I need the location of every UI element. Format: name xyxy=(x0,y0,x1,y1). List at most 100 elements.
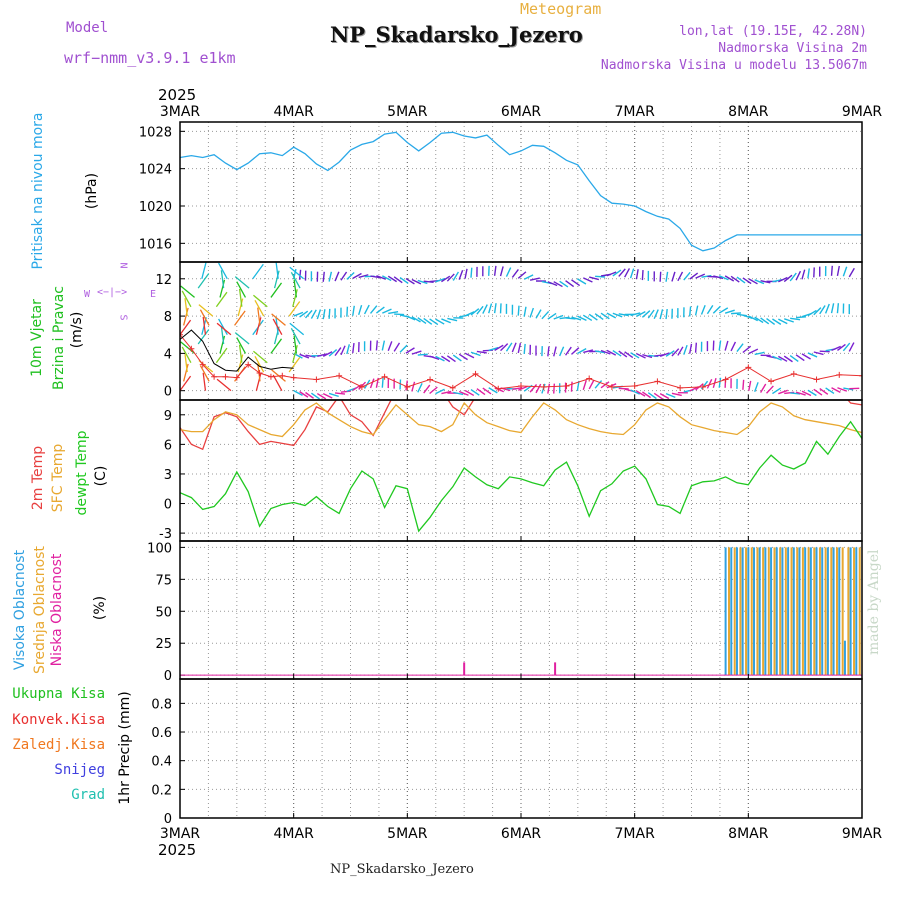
wind-arrow xyxy=(218,318,228,336)
wind-arrow xyxy=(363,304,370,315)
wind-arrow xyxy=(570,347,580,355)
wind-speed-marker xyxy=(233,374,240,381)
wind-arrow xyxy=(843,387,854,391)
date-label-top: 4MAR xyxy=(274,104,315,120)
temp-line-2 xyxy=(180,420,862,533)
wind-arrow xyxy=(252,263,264,280)
wind-arrow xyxy=(405,315,416,321)
wind-arrow xyxy=(417,382,423,393)
y-tick-label: 0.4 xyxy=(151,755,172,770)
wind-speed-marker xyxy=(404,383,411,390)
wind-arrow xyxy=(180,341,195,354)
wind-arrow xyxy=(677,346,684,356)
y-tick-label: 9 xyxy=(164,409,172,424)
wind-arrow xyxy=(270,282,283,298)
legend-freezing-rain: Zaledj.Kisa xyxy=(12,737,105,753)
wind-arrow xyxy=(328,392,339,398)
y-tick-label: -3 xyxy=(159,527,172,542)
wind-arrow xyxy=(766,385,774,394)
wind-arrow xyxy=(488,346,499,352)
wind-arrow xyxy=(635,269,639,280)
wind-arrow xyxy=(253,294,268,308)
wind-arrow xyxy=(713,275,724,280)
wind-arrow xyxy=(271,313,286,326)
wind-arrow xyxy=(564,346,572,356)
wind-arrow xyxy=(199,309,210,326)
wind-arrow xyxy=(606,312,617,319)
wind-arrow xyxy=(305,391,315,399)
wind-arrow xyxy=(807,309,817,317)
wind-arrow xyxy=(612,312,623,318)
wind-arrow xyxy=(322,309,326,320)
wind-arrow xyxy=(523,343,526,354)
wind-speed-marker xyxy=(336,372,343,379)
wind-arrow xyxy=(754,351,765,356)
wind-arrow xyxy=(701,274,712,278)
y-tick-label: 0.6 xyxy=(151,726,172,741)
wind-arrow xyxy=(375,306,385,314)
wind-arrow xyxy=(612,269,622,277)
wind-arrow xyxy=(659,352,670,357)
wind-arrow xyxy=(630,389,641,395)
wind-speed-marker xyxy=(768,378,775,385)
wind-arrow xyxy=(694,342,698,353)
wind-arrow xyxy=(476,305,484,315)
wind-speed-marker xyxy=(813,376,820,383)
wind-arrow xyxy=(730,341,737,352)
wind-arrow xyxy=(458,353,468,361)
wind-arrow xyxy=(322,351,333,357)
wind-arrow xyxy=(441,355,451,363)
wind-arrow xyxy=(476,388,486,396)
wind-speed-marker xyxy=(256,369,263,376)
wind-arrow xyxy=(317,353,328,357)
wind-arrow xyxy=(334,392,346,395)
wind-speed-marker xyxy=(267,373,274,380)
wind-arrow xyxy=(671,271,676,282)
wind-arrow xyxy=(446,355,456,363)
wind-arrow xyxy=(183,307,189,326)
wind-arrow xyxy=(435,277,446,283)
wind-arrow xyxy=(736,276,746,284)
wind-arrow xyxy=(529,307,535,318)
wind-arrow xyxy=(470,308,480,316)
wind-arrow xyxy=(288,301,301,317)
wind-arrow xyxy=(488,303,493,314)
wind-arrow xyxy=(369,378,375,389)
wind-arrow xyxy=(293,390,303,396)
wind-arrow xyxy=(642,353,653,359)
wind-arrow xyxy=(358,304,363,315)
compass-arrows-icon: <−|−> xyxy=(97,287,128,298)
wind-arrow xyxy=(293,335,298,354)
wind-arrow xyxy=(452,354,462,362)
wind-arrow xyxy=(653,309,659,320)
wind-arrow xyxy=(594,350,606,354)
wind-arrow xyxy=(790,317,801,321)
wind-arrow xyxy=(565,280,575,288)
wind-arrow xyxy=(836,265,840,276)
wind-arrow xyxy=(618,387,629,390)
wind-arrow xyxy=(624,268,631,278)
wind-arrow xyxy=(237,354,244,373)
wind-arrow xyxy=(255,373,262,391)
wind-arrow xyxy=(482,387,492,395)
wind-arrow xyxy=(813,388,823,396)
date-label-top: 6MAR xyxy=(501,104,542,120)
wind-arrow xyxy=(813,307,822,316)
wind-arrow xyxy=(790,392,801,395)
wind-arrow xyxy=(842,266,848,277)
wind-speed-marker xyxy=(211,373,218,380)
wind-arrow xyxy=(220,326,225,345)
wind-arrow xyxy=(435,318,445,325)
wind-arrow xyxy=(801,390,812,397)
wind-arrow xyxy=(659,309,664,320)
wind-arrow xyxy=(523,274,534,280)
wind-speed-marker xyxy=(540,383,547,390)
wind-arrow xyxy=(299,310,309,318)
legend-snow: Snijeg xyxy=(54,762,105,778)
wind-arrow xyxy=(553,281,563,288)
wind-arrow xyxy=(624,351,634,359)
wind-arrow xyxy=(842,342,851,352)
y-tick-label: 0 xyxy=(164,498,172,513)
wind-arrow xyxy=(293,279,298,298)
wind-arrow xyxy=(328,349,338,357)
